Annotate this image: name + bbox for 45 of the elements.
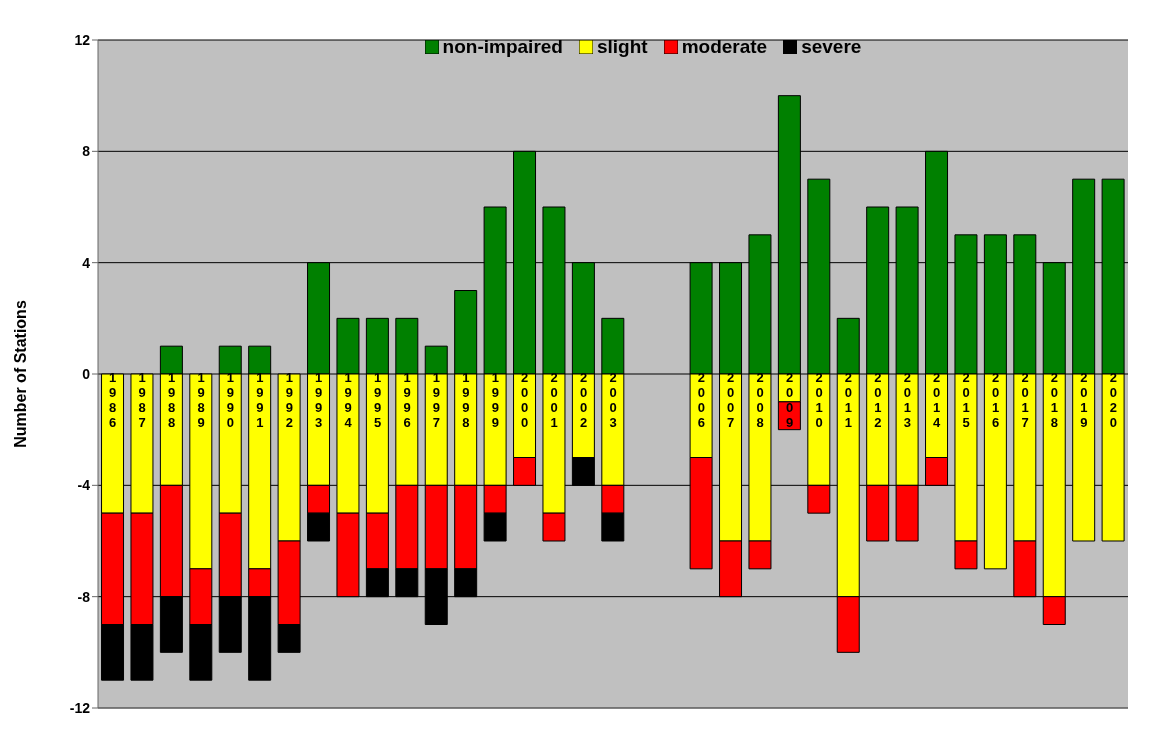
x-tick-label: 1987 <box>138 370 146 430</box>
x-tick-label: 2003 <box>609 370 617 430</box>
x-tick-label: 1996 <box>403 370 411 430</box>
x-tick-label: 2018 <box>1050 370 1059 430</box>
x-tick-label: 1986 <box>109 370 117 430</box>
x-tick-label: 2019 <box>1080 370 1088 430</box>
x-tick-label: 2008 <box>756 370 764 430</box>
x-tick-label: 2010 <box>815 370 823 430</box>
x-tick-label: 2016 <box>991 370 1000 430</box>
x-tick-label: 2000 <box>521 370 529 430</box>
legend-label: moderate <box>681 36 768 58</box>
x-tick-label: 1988 <box>167 370 176 430</box>
x-tick-label: 2012 <box>874 370 882 430</box>
x-tick-label: 2002 <box>579 370 588 430</box>
y-tick-label: 12 <box>74 31 91 48</box>
x-tick-label: 2009 <box>785 370 794 430</box>
x-tick-label: 1999 <box>491 370 499 430</box>
y-tick-label: 0 <box>82 365 91 382</box>
x-tick-label: 2007 <box>727 370 735 430</box>
y-tick-label: 8 <box>82 143 91 160</box>
legend-label: severe <box>801 36 862 58</box>
x-tick-label: 2015 <box>962 370 970 430</box>
x-tick-label: 2020 <box>1109 370 1117 430</box>
x-tick-label: 1993 <box>315 370 323 430</box>
x-tick-label: 1994 <box>344 370 353 430</box>
x-tick-label: 2001 <box>550 370 558 430</box>
x-tick-label: 1989 <box>197 370 205 430</box>
y-tick-label: -12 <box>69 699 91 716</box>
y-axis-title: Number of Stations <box>11 300 29 448</box>
x-tick-label: 1997 <box>432 370 441 430</box>
y-tick-label: -8 <box>77 588 91 605</box>
x-tick-label: 1991 <box>256 370 264 430</box>
legend-label: non-impaired <box>442 36 563 58</box>
x-tick-label: 1990 <box>226 370 235 430</box>
legend-label: slight <box>596 36 648 58</box>
x-tick-label: 2011 <box>844 370 853 430</box>
y-tick-label: -4 <box>77 477 91 494</box>
x-tick-label: 1995 <box>373 370 382 430</box>
x-tick-label: 1998 <box>462 370 470 430</box>
x-tick-label: 2006 <box>697 370 705 430</box>
x-tick-label: 2014 <box>933 370 942 430</box>
x-tick-label: 2013 <box>903 370 911 430</box>
y-tick-label: 4 <box>82 254 91 271</box>
x-tick-label: 1992 <box>285 370 293 430</box>
x-tick-label: 2017 <box>1021 370 1029 430</box>
